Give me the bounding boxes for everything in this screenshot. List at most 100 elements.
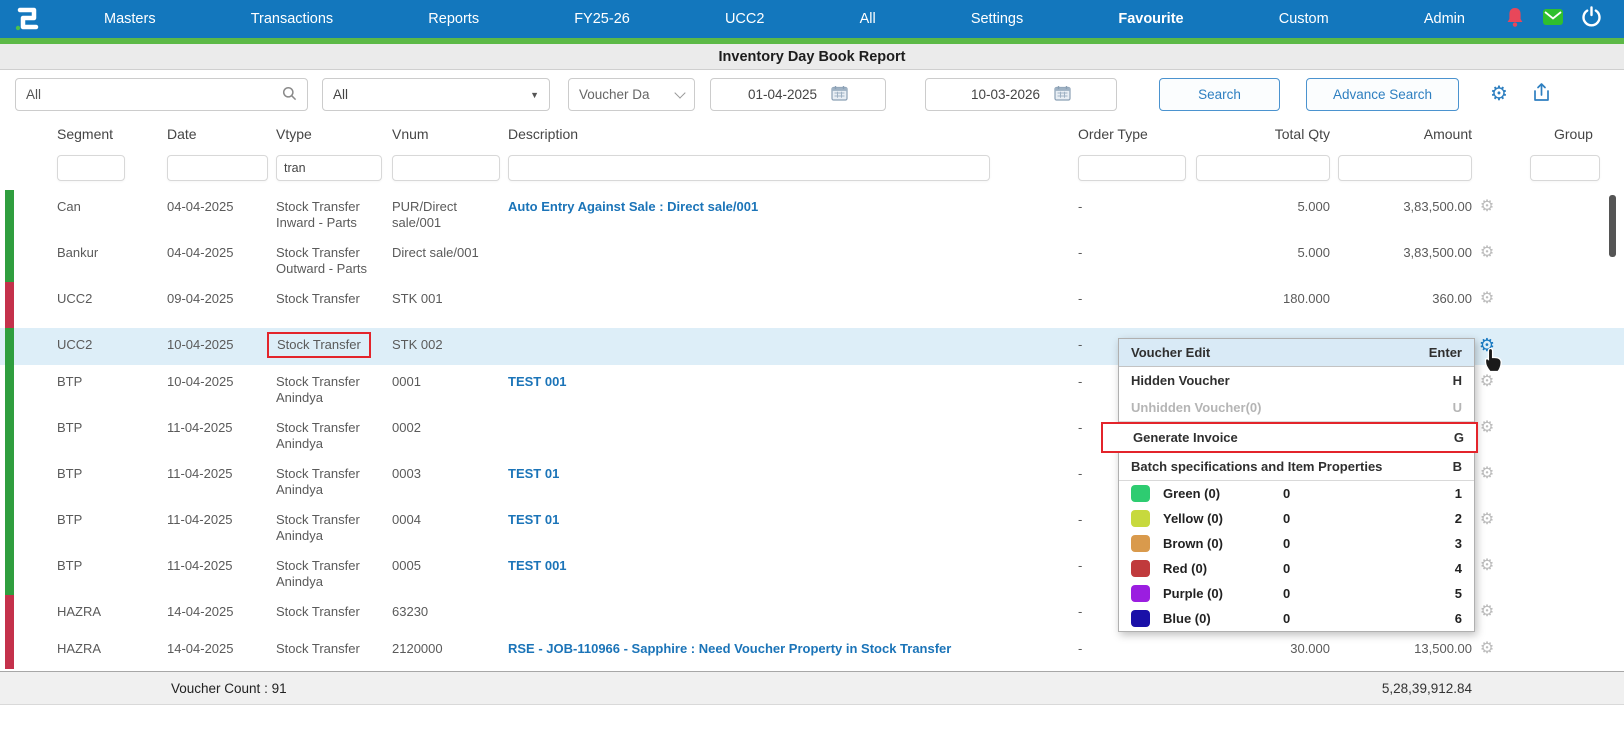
row-gear-icon[interactable]: ⚙: [1478, 335, 1496, 355]
quick-search-input[interactable]: All: [15, 78, 308, 111]
type-select[interactable]: All ▼: [322, 78, 550, 111]
table-row[interactable]: BTP 11-04-2025 Stock Transfer Anindya 0002 -…: [0, 411, 1624, 457]
cell-segment: HAZRA: [57, 604, 102, 619]
nav-item-ucc2[interactable]: UCC2: [724, 11, 765, 27]
menu-item-generate-invoice[interactable]: Generate Invoice G: [1101, 422, 1478, 453]
description-link[interactable]: TEST 01: [508, 512, 560, 527]
description-link[interactable]: RSE - JOB-110966 - Sapphire : Need Vouch…: [508, 641, 952, 656]
cell-segment: Bankur: [57, 245, 99, 260]
cell-date: 14-04-2025: [167, 641, 234, 656]
row-status-bar-red: [5, 282, 14, 328]
cell-segment: BTP: [57, 558, 83, 573]
cell-vtype: Stock Transfer Anindya: [276, 512, 360, 543]
nav-item-favourite[interactable]: Favourite: [1118, 11, 1184, 27]
menu-color-item-brown-0[interactable]: Brown (0) 0 3: [1119, 531, 1474, 556]
table-row[interactable]: BTP 10-04-2025 Stock Transfer Anindya 0001 T…: [0, 365, 1624, 411]
menu-color-item-red-0[interactable]: Red (0) 0 4: [1119, 556, 1474, 581]
table-row[interactable]: BTP 11-04-2025 Stock Transfer Anindya 0005 T…: [0, 549, 1624, 595]
row-gear-icon[interactable]: ⚙: [1479, 198, 1495, 215]
nav-item-custom[interactable]: Custom: [1278, 11, 1329, 27]
table-row[interactable]: HAZRA 14-04-2025 Stock Transfer 63230 - ⚙: [0, 595, 1624, 632]
row-gear-icon[interactable]: ⚙: [1479, 511, 1495, 528]
description-link[interactable]: Auto Entry Against Sale : Direct sale/00…: [508, 199, 759, 214]
notification-bell-icon[interactable]: [1505, 6, 1525, 33]
vertical-scrollbar-thumb[interactable]: [1609, 195, 1616, 257]
menu-color-item-yellow-0[interactable]: Yellow (0) 0 2: [1119, 506, 1474, 531]
column-filter-total-qty[interactable]: [1196, 155, 1330, 181]
nav-item-settings[interactable]: Settings: [970, 11, 1024, 27]
calendar-icon[interactable]: [831, 85, 848, 104]
table-row[interactable]: HAZRA 14-04-2025 Stock Transfer 2120000 RSE …: [0, 632, 1624, 669]
date-field-select[interactable]: Voucher Da: [568, 78, 695, 111]
to-date-input[interactable]: 10-03-2026: [925, 78, 1117, 111]
description-link[interactable]: TEST 001: [508, 374, 567, 389]
row-gear-icon[interactable]: ⚙: [1479, 603, 1495, 620]
column-header-date: Date: [167, 126, 197, 142]
menu-item-voucher-edit[interactable]: Voucher Edit Enter: [1119, 339, 1474, 367]
cell-total-qty: 5.000: [1297, 245, 1330, 260]
color-swatch-icon: [1131, 485, 1150, 502]
row-gear-icon[interactable]: ⚙: [1479, 244, 1495, 261]
table-row[interactable]: UCC2 09-04-2025 Stock Transfer STK 001 - 180.…: [0, 282, 1624, 328]
cell-total-qty: 30.000: [1290, 641, 1330, 656]
cell-segment: UCC2: [57, 291, 93, 306]
menu-color-item-blue-0[interactable]: Blue (0) 0 6: [1119, 606, 1474, 631]
row-status-bar-green: [5, 190, 14, 236]
description-link[interactable]: TEST 001: [508, 558, 567, 573]
filter-cell-amount: [1330, 155, 1472, 181]
menu-color-item-purple-0[interactable]: Purple (0) 0 5: [1119, 581, 1474, 606]
menu-item-hidden-voucher[interactable]: Hidden Voucher H: [1119, 367, 1474, 394]
column-filter-order-type[interactable]: [1078, 155, 1186, 181]
export-icon[interactable]: [1532, 82, 1551, 108]
menu-item-batch-specifications-and-item-properties[interactable]: Batch specifications and Item Properties…: [1119, 453, 1474, 481]
column-filter-vnum[interactable]: [392, 155, 500, 181]
column-filter-amount[interactable]: [1338, 155, 1472, 181]
row-gear-icon[interactable]: ⚙: [1479, 290, 1495, 307]
from-date-input[interactable]: 01-04-2025: [710, 78, 886, 111]
description-link[interactable]: TEST 01: [508, 466, 560, 481]
nav-item-transactions[interactable]: Transactions: [250, 11, 334, 27]
nav-item-reports[interactable]: Reports: [428, 11, 480, 27]
row-gear-icon[interactable]: ⚙: [1479, 465, 1495, 482]
mail-icon[interactable]: [1542, 8, 1564, 31]
calendar-icon[interactable]: [1054, 85, 1071, 104]
filter-cell-description: [508, 155, 1078, 181]
top-nav: Masters Transactions Reports FY25-26 UCC2 All…: [0, 0, 1624, 38]
table-row[interactable]: BTP 11-04-2025 Stock Transfer Anindya 0003 T…: [0, 457, 1624, 503]
cell-order-type: -: [1078, 466, 1083, 481]
advance-search-button[interactable]: Advance Search: [1306, 78, 1459, 111]
cell-date: 04-04-2025: [167, 245, 234, 260]
column-filter-date[interactable]: [167, 155, 268, 181]
app-logo-icon[interactable]: [0, 4, 56, 34]
nav-item-masters[interactable]: Masters: [104, 11, 156, 27]
nav-item-fy25-26[interactable]: FY25-26: [574, 11, 630, 27]
column-filter-vtype[interactable]: [276, 155, 382, 181]
power-icon[interactable]: [1581, 6, 1602, 32]
row-status-bar-green: [5, 411, 14, 457]
cell-order-type: -: [1078, 512, 1083, 527]
menu-color-item-green-0[interactable]: Green (0) 0 1: [1119, 481, 1474, 506]
cell-segment: BTP: [57, 374, 83, 389]
menu-item-shortcut: B: [1452, 459, 1462, 474]
row-gear-icon[interactable]: ⚙: [1479, 373, 1495, 390]
settings-gear-icon[interactable]: ⚙: [1490, 83, 1508, 105]
column-filter-group[interactable]: [1530, 155, 1600, 181]
table-row[interactable]: BTP 11-04-2025 Stock Transfer Anindya 0004 T…: [0, 503, 1624, 549]
menu-item-shortcut: U: [1452, 400, 1462, 415]
row-status-bar-green: [5, 236, 14, 282]
color-swatch-icon: [1131, 610, 1150, 627]
nav-item-admin[interactable]: Admin: [1423, 11, 1465, 27]
nav-item-all[interactable]: All: [859, 11, 876, 27]
table-row[interactable]: Bankur 04-04-2025 Stock Transfer Outward -…: [0, 236, 1624, 282]
row-gear-icon[interactable]: ⚙: [1479, 419, 1495, 436]
table-row[interactable]: Can 04-04-2025 Stock Transfer Inward - Par…: [0, 190, 1624, 236]
row-gear-icon[interactable]: ⚙: [1479, 640, 1495, 657]
row-status-bar-green: [5, 365, 14, 411]
column-filter-segment[interactable]: [57, 155, 125, 181]
column-filter-description[interactable]: [508, 155, 990, 181]
row-gear-icon[interactable]: ⚙: [1479, 557, 1495, 574]
cell-vnum: 0001: [392, 374, 421, 389]
search-button[interactable]: Search: [1159, 78, 1280, 111]
filter-cell-order-type: [1078, 155, 1188, 181]
accent-strip: [0, 38, 1624, 44]
